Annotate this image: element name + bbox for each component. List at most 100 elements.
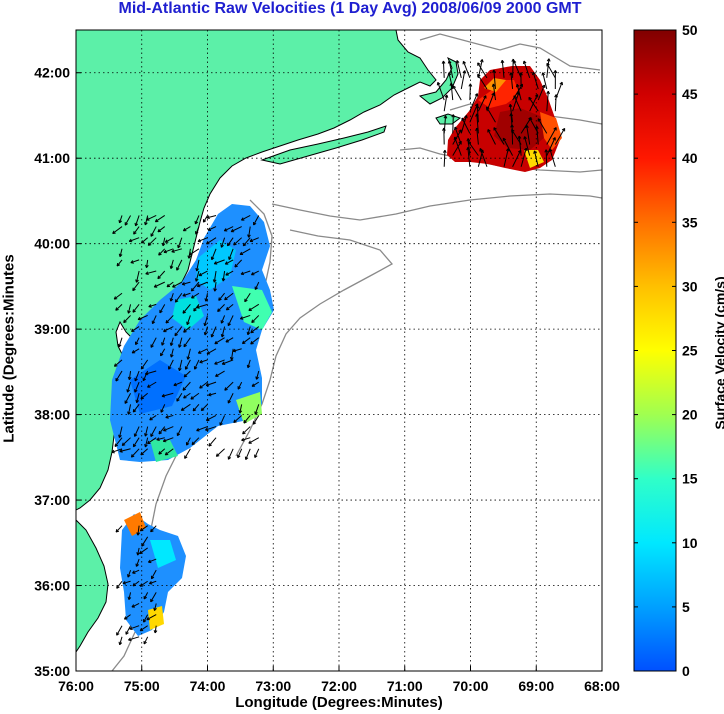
vector-arrow [524,136,531,156]
vector-arrow [222,359,234,365]
vector-arrow [118,337,123,348]
vector-arrow [537,118,548,134]
vector-arrow [467,147,471,167]
vector-arrow-head [182,295,186,297]
vector-arrow [512,92,520,112]
vector-arrow [249,237,259,242]
vector-arrow-head [150,234,154,237]
vector-arrow-head [150,345,154,348]
vector-arrow [183,392,191,399]
vector-arrow-head [517,135,520,139]
vector-arrow-head [234,265,238,268]
vector-arrow-head [161,395,166,398]
colorbar-tick-label: 0 [682,663,690,679]
vector-arrow [148,558,157,563]
x-tick-label: 74:00 [190,678,226,694]
map-grid [76,30,602,671]
vector-arrow [186,315,191,325]
vector-arrow-head [123,321,127,324]
vector-arrow [112,226,123,234]
vector-arrow [137,547,140,556]
vector-arrow [523,60,531,79]
vector-arrow-head [136,279,139,283]
vector-arrow-head [466,147,469,151]
vector-arrow-head [237,387,241,390]
vector-arrow-head [119,642,123,646]
colorbar-tick-label: 40 [682,150,698,166]
colorbar-tick-label: 45 [682,86,698,102]
vector-arrow-head [492,69,495,73]
vector-arrow [166,281,174,288]
vector-arrow-head [544,149,547,153]
vector-arrow-head [559,81,563,85]
vector-arrow-head [182,283,186,286]
vector-arrow [237,448,243,458]
vector-arrow [224,292,234,301]
vector-arrow-head [148,244,152,246]
vector-arrow [511,129,522,145]
vector-arrow [237,381,243,390]
vector-arrow [208,437,217,447]
vector-arrow [124,392,132,404]
vector-arrow [176,259,183,271]
vector-arrow-head [171,251,175,253]
vector-arrow-head [132,310,136,313]
x-tick-label: 71:00 [387,678,423,694]
vector-arrow [242,337,251,344]
vector-arrow-head [134,434,138,437]
vector-arrow [135,337,140,345]
vector-arrow [254,404,260,415]
vector-arrow-head [203,220,207,223]
vector-arrow [248,303,260,311]
vector-arrow [182,281,191,285]
vector-arrow [196,259,200,272]
vector-arrow [158,426,166,435]
vector-arrow [214,359,225,365]
vector-arrow [159,304,166,314]
vector-arrow-head [131,455,135,458]
vector-arrow [149,415,157,421]
vector-arrow [165,315,174,324]
vector-arrow [487,129,496,145]
colorbar-tick-label: 25 [682,343,698,359]
vector-arrow-head [151,576,155,580]
vector-arrow [128,592,132,600]
vector-arrow-head [145,373,149,376]
vector-arrow-head [523,136,526,140]
vector-arrow [225,337,234,343]
vector-arrow-head [253,422,257,425]
vector-arrow-head [509,72,512,76]
vector-arrow-head [201,409,205,412]
vector-arrow [206,415,217,421]
vector-arrow [208,392,217,396]
vector-arrow-head [245,457,249,461]
vector-arrow-head [182,311,186,314]
vector-arrow-head [442,149,446,153]
vector-arrow [239,248,251,255]
vector-arrow [469,93,478,112]
vector-arrow [256,370,260,380]
vector-arrow-head [161,342,165,346]
vector-arrow [200,403,208,411]
vector-arrow-head [128,597,132,600]
vector-arrow-head [196,268,200,272]
vector-arrow [250,337,260,345]
vector-arrow [133,226,140,235]
vector-arrow [124,614,131,620]
vector-arrow-head [554,94,557,98]
vector-arrow [178,337,183,348]
vector-arrow [170,337,174,346]
vector-arrow [168,359,174,370]
vector-arrow [205,426,217,431]
vector-arrow [183,337,191,348]
vector-arrow-head [464,114,467,118]
vector-arrow-head [447,60,450,64]
vector-arrow [183,326,191,333]
vector-arrow [111,448,123,453]
vector-arrow-head [218,298,222,301]
vector-arrow-head [553,127,557,130]
vector-arrow-head [150,599,154,603]
vector-arrow [150,337,157,348]
vector-arrow-head [205,298,209,302]
